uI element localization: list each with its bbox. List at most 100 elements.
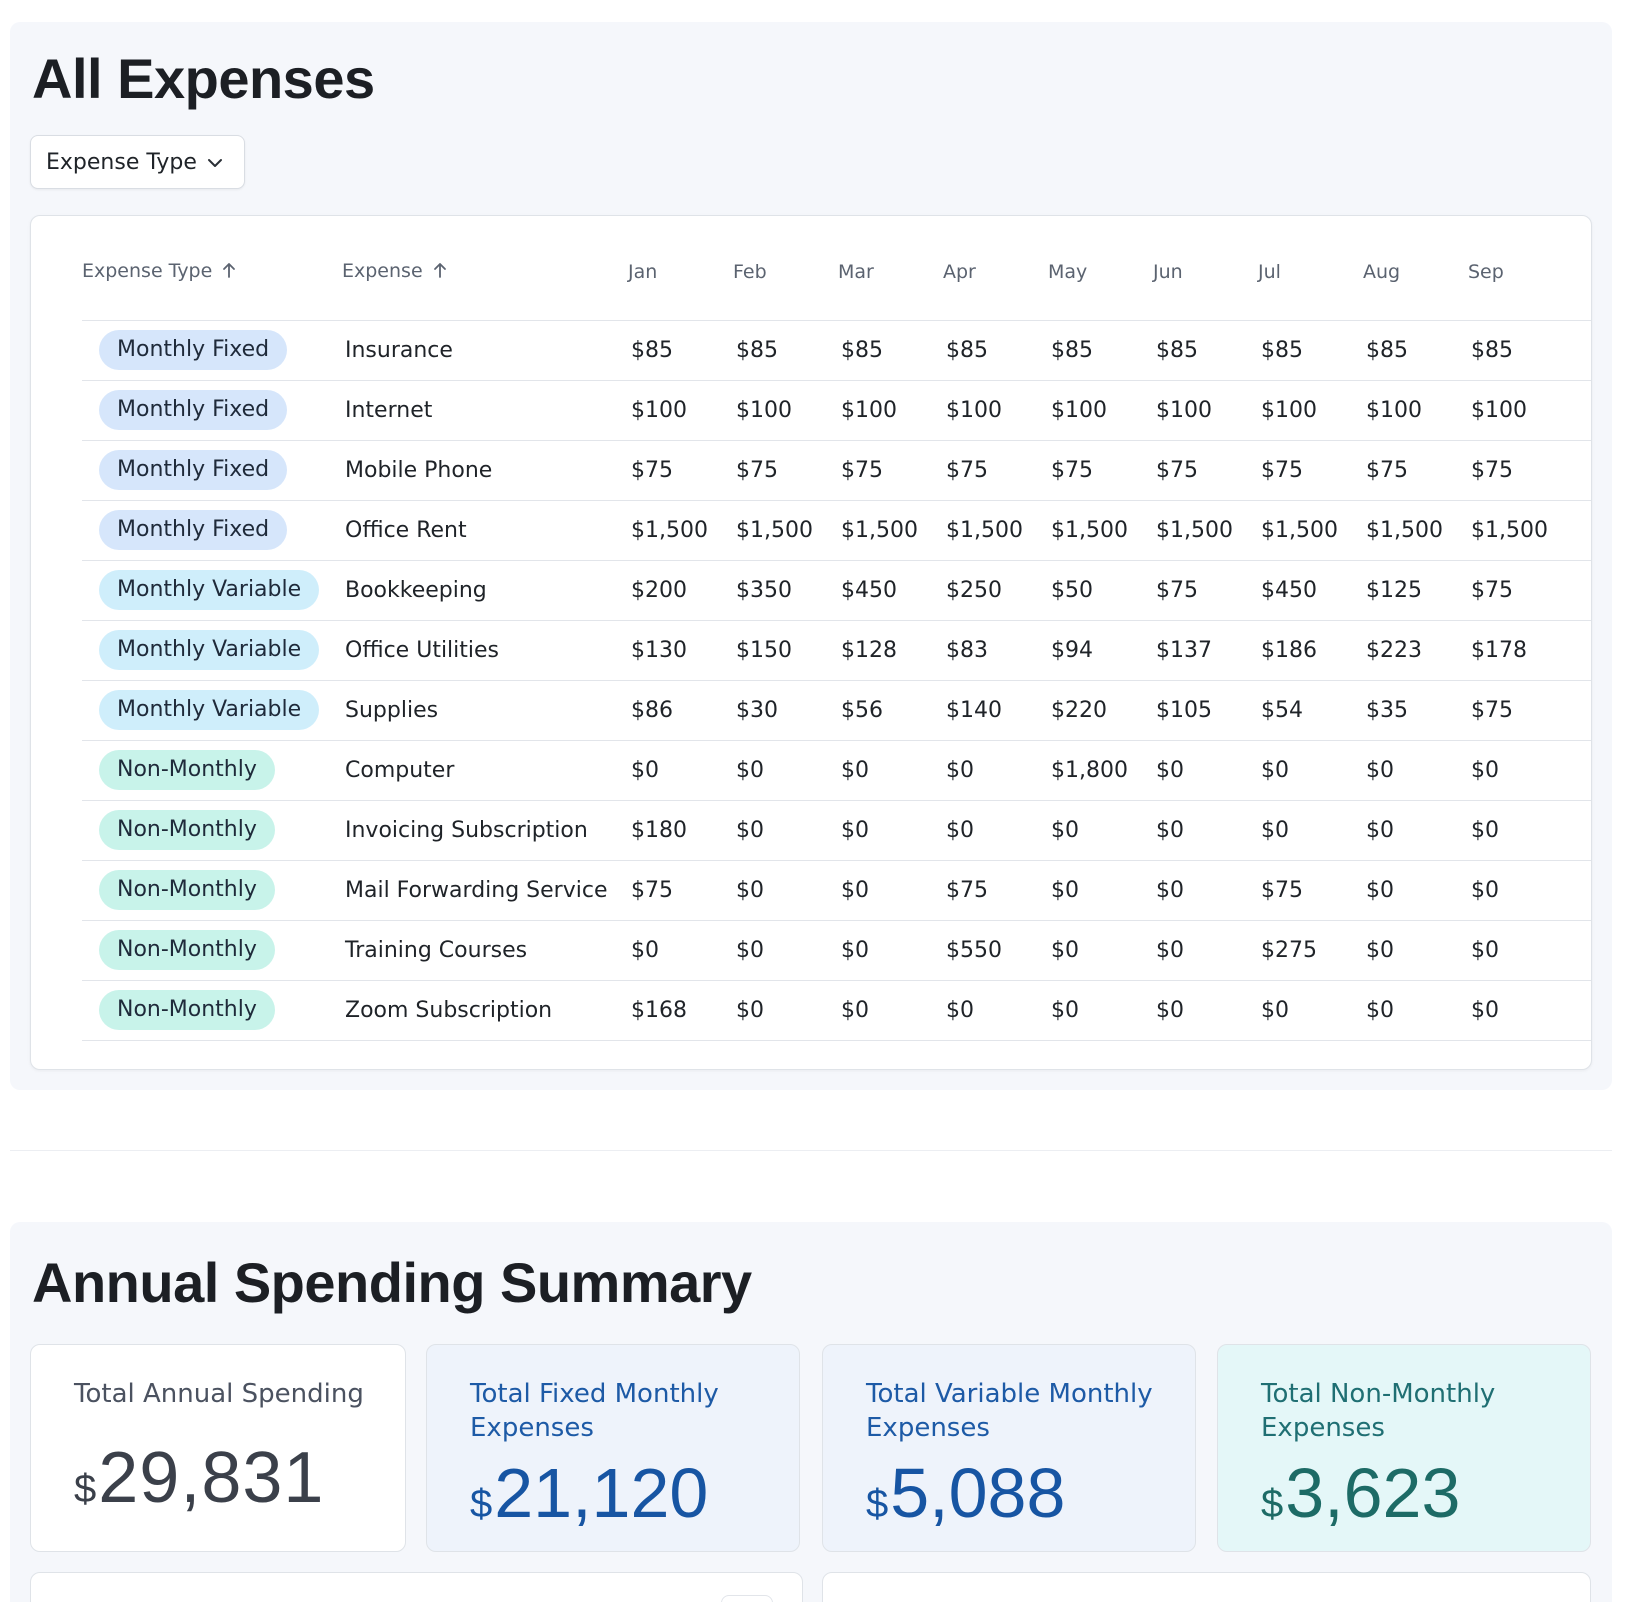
month-amount-cell: $100 [1153,380,1258,441]
month-amount-cell: $0 [943,800,1048,861]
column-header-label: Expense [342,259,423,282]
expense-type-badge: Non-Monthly [99,750,275,790]
stat-number: 5,088 [890,1454,1066,1532]
chevron-down-icon [206,153,224,178]
expense-name-cell: Mobile Phone [342,440,628,501]
month-amount-cell: $35 [1363,680,1468,741]
table-row[interactable]: Monthly Fixed Mobile Phone $75 $75 $75 $75 $75… [82,440,1591,501]
table-row[interactable]: Monthly Variable Office Utilities $130 $150… [82,620,1591,681]
month-amount-cell: $1,500 [1363,500,1468,561]
month-amount-cell: $0 [1048,800,1153,861]
table-row[interactable]: Non-Monthly Zoom Subscription $168 $0 $0 $0 $0… [82,980,1591,1041]
expense-type-cell: Non-Monthly [82,740,342,801]
currency-symbol: $ [866,1482,889,1526]
month-amount-cell: $1,500 [1258,500,1363,561]
table-row[interactable]: Monthly Variable Bookkeeping $200 $350 $450 $… [82,560,1591,621]
month-amount-cell: $75 [1363,440,1468,501]
month-amount-cell: $100 [1258,380,1363,441]
month-amount-cell: $75 [1048,440,1153,501]
expense-name-cell: Supplies [342,680,628,741]
currency-symbol: $ [74,1467,97,1511]
month-amount-cell: $100 [733,380,838,441]
expense-type-cell: Non-Monthly [82,920,342,981]
month-amount-cell: $85 [1153,320,1258,381]
table-header-row: Expense Type Expense Jan Feb Mar Apr May… [82,216,1591,321]
table-row[interactable]: Monthly Fixed Office Rent $1,500 $1,500 $1,5… [82,500,1591,561]
month-amount-cell: $0 [838,800,943,861]
column-header-jul[interactable]: Jul [1258,216,1363,321]
month-amount-cell: $200 [628,560,733,621]
month-amount-cell: $0 [1048,980,1153,1041]
column-header-jan[interactable]: Jan [628,216,733,321]
month-amount-cell: $0 [838,980,943,1041]
month-amount-cell: $56 [838,680,943,741]
month-amount-cell: $0 [1258,800,1363,861]
total-annual-spending-card: Total Annual Spending $29,831 [30,1344,406,1552]
column-header-expense[interactable]: Expense [342,216,628,321]
month-amount-cell: $0 [1468,920,1591,981]
month-amount-cell: $100 [1363,380,1468,441]
lower-left-card [30,1572,803,1602]
table-row[interactable]: Non-Monthly Training Courses $0 $0 $0 $550 $0 $… [82,920,1591,981]
month-amount-cell: $85 [1258,320,1363,381]
table-row[interactable]: Monthly Fixed Insurance $85 $85 $85 $85 $85 $85… [82,320,1591,381]
summary-title: Annual Spending Summary [32,1251,752,1314]
month-amount-cell: $85 [838,320,943,381]
month-amount-cell: $75 [1153,440,1258,501]
month-amount-cell: $0 [943,740,1048,801]
section-divider [10,1150,1612,1151]
month-amount-cell: $0 [1363,740,1468,801]
sort-ascending-icon[interactable] [222,261,236,284]
column-header-sep[interactable]: Sep [1468,216,1591,321]
column-header-aug[interactable]: Aug [1363,216,1468,321]
expense-name-cell: Office Utilities [342,620,628,681]
month-amount-cell: $100 [1048,380,1153,441]
stat-value: $3,623 [1261,1453,1460,1533]
column-header-may[interactable]: May [1048,216,1153,321]
table-row[interactable]: Monthly Variable Supplies $86 $30 $56 $140 $22… [82,680,1591,741]
currency-symbol: $ [1261,1482,1284,1526]
month-amount-cell: $0 [1153,920,1258,981]
month-amount-cell: $0 [628,740,733,801]
month-amount-cell: $1,500 [1153,500,1258,561]
month-amount-cell: $75 [943,440,1048,501]
month-amount-cell: $130 [628,620,733,681]
month-amount-cell: $168 [628,980,733,1041]
column-header-jun[interactable]: Jun [1153,216,1258,321]
month-amount-cell: $0 [838,860,943,921]
expense-type-filter-dropdown[interactable]: Expense Type [30,135,245,189]
month-amount-cell: $100 [838,380,943,441]
month-amount-cell: $0 [1363,800,1468,861]
expense-type-badge: Monthly Fixed [99,390,288,430]
column-header-expense-type[interactable]: Expense Type [82,216,342,321]
month-amount-cell: $75 [1468,560,1591,621]
column-header-feb[interactable]: Feb [733,216,838,321]
month-amount-cell: $85 [1363,320,1468,381]
currency-symbol: $ [470,1482,493,1526]
card-menu-button[interactable] [721,1595,773,1602]
table-row[interactable]: Non-Monthly Computer $0 $0 $0 $0 $1,800 $0 $0 $0 $… [82,740,1591,801]
table-row[interactable]: Monthly Fixed Internet $100 $100 $100 $100 $10… [82,380,1591,441]
column-header-apr[interactable]: Apr [943,216,1048,321]
month-amount-cell: $0 [733,740,838,801]
table-row[interactable]: Non-Monthly Mail Forwarding Service $75 $0 $… [82,860,1591,921]
sort-ascending-icon[interactable] [433,261,447,284]
column-header-label: Expense Type [82,259,213,282]
month-amount-cell: $0 [1153,860,1258,921]
expenses-table: Expense Type Expense Jan Feb Mar Apr May… [82,216,1591,1041]
month-amount-cell: $105 [1153,680,1258,741]
month-amount-cell: $137 [1153,620,1258,681]
stat-label: Total Variable Monthly Expenses [866,1379,1153,1443]
month-amount-cell: $75 [1153,560,1258,621]
month-amount-cell: $75 [1468,440,1591,501]
table-row[interactable]: Non-Monthly Invoicing Subscription $180 $0 $… [82,800,1591,861]
expense-name-cell: Invoicing Subscription [342,800,628,861]
column-header-mar[interactable]: Mar [838,216,943,321]
stat-label: Total Annual Spending [74,1379,364,1409]
month-amount-cell: $75 [943,860,1048,921]
expense-name-cell: Insurance [342,320,628,381]
month-amount-cell: $0 [838,920,943,981]
expense-name-cell: Office Rent [342,500,628,561]
month-amount-cell: $550 [943,920,1048,981]
month-amount-cell: $275 [1258,920,1363,981]
